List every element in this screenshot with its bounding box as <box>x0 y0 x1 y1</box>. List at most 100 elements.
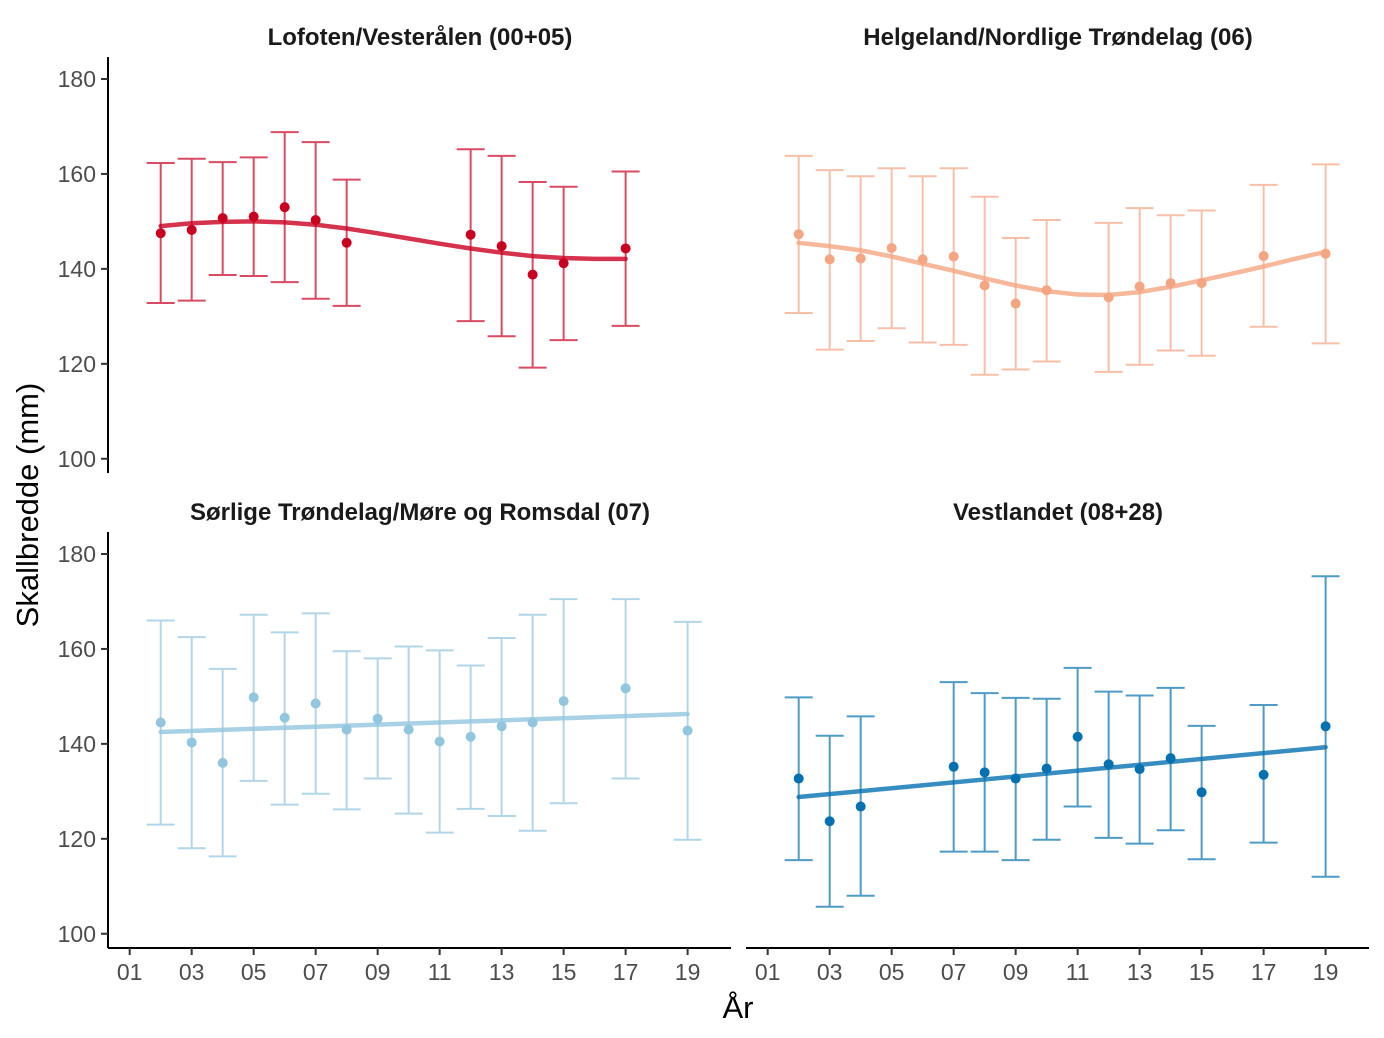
y-tick-label: 160 <box>58 636 96 662</box>
panel-1: Lofoten/Vesterålen (00+05) 100 120 140 160 18… <box>58 24 640 473</box>
x-tick-label: 13 <box>1127 959 1153 985</box>
data-point <box>496 241 507 252</box>
data-point <box>155 228 166 239</box>
data-point <box>403 724 414 735</box>
x-tick-label: 15 <box>551 959 577 985</box>
panel-3: Sørlige Trøndelag/Møre og Romsdal (07) 10… <box>58 499 731 985</box>
data-point <box>341 237 352 248</box>
data-point <box>855 253 866 264</box>
data-point <box>217 213 228 224</box>
data-point <box>186 737 197 748</box>
x-tick-label: 01 <box>117 959 143 985</box>
x-tick-label: 17 <box>613 959 639 985</box>
data-point <box>1072 731 1083 742</box>
data-point <box>279 712 290 723</box>
data-point <box>948 761 959 772</box>
data-point <box>1010 773 1021 784</box>
x-tick-label: 19 <box>675 959 701 985</box>
data-point <box>341 724 352 735</box>
data-point <box>979 767 990 778</box>
y-tick-label: 140 <box>58 731 96 757</box>
trend-line <box>158 711 690 735</box>
x-tick-label: 09 <box>365 959 391 985</box>
data-point <box>824 816 835 827</box>
y-tick-label: 120 <box>58 826 96 852</box>
data-point <box>1134 764 1145 775</box>
data-point <box>1103 292 1114 303</box>
data-point <box>824 254 835 265</box>
data-point <box>620 683 631 694</box>
data-point <box>917 254 928 265</box>
data-point <box>1103 759 1114 770</box>
data-point <box>620 243 631 254</box>
data-point <box>217 757 228 768</box>
data-point <box>855 801 866 812</box>
data-point <box>527 269 538 280</box>
y-tick-label: 120 <box>58 351 96 377</box>
data-point <box>1165 278 1176 289</box>
data-point <box>527 717 538 728</box>
data-point <box>558 696 569 707</box>
panel-title: Helgeland/Nordlige Trøndelag (06) <box>863 24 1252 51</box>
data-point <box>310 214 321 225</box>
panel-4: Vestlandet (08+28) 01 03 05 07 09 11 13 15 17 19 <box>746 499 1369 985</box>
data-point <box>155 717 166 728</box>
trend-line <box>796 240 1328 298</box>
data-point <box>1258 769 1269 780</box>
panel-title: Vestlandet (08+28) <box>953 499 1163 526</box>
x-tick-label: 09 <box>1003 959 1029 985</box>
x-tick-label: 13 <box>489 959 515 985</box>
data-point <box>1165 753 1176 764</box>
x-tick-label: 05 <box>879 959 905 985</box>
x-tick-label: 11 <box>428 959 452 985</box>
data-point <box>1320 721 1331 732</box>
data-point <box>948 251 959 262</box>
data-point <box>1041 285 1052 296</box>
data-point <box>248 692 259 703</box>
x-tick-label: 15 <box>1189 959 1215 985</box>
data-point <box>372 713 383 724</box>
data-point <box>496 721 507 732</box>
y-tick-label: 180 <box>58 66 96 92</box>
x-tick-label: 03 <box>817 959 843 985</box>
data-point <box>1134 281 1145 292</box>
x-axis-title: År <box>723 990 754 1025</box>
data-point <box>793 773 804 784</box>
x-tick-label: 07 <box>941 959 967 985</box>
x-tick-label: 17 <box>1251 959 1277 985</box>
x-tick-label: 05 <box>241 959 267 985</box>
data-point <box>979 280 990 291</box>
data-point <box>310 698 321 709</box>
panel-2: Helgeland/Nordlige Trøndelag (06) <box>784 24 1340 376</box>
data-point <box>682 725 693 736</box>
data-point <box>248 211 259 222</box>
y-tick-label: 100 <box>58 921 96 947</box>
data-point <box>1041 763 1052 774</box>
data-point <box>1196 787 1207 798</box>
data-point <box>793 229 804 240</box>
panel-title: Lofoten/Vesterålen (00+05) <box>268 24 573 51</box>
y-tick-label: 180 <box>58 541 96 567</box>
trend-line <box>158 219 628 262</box>
data-point <box>886 242 897 253</box>
x-tick-label: 11 <box>1066 959 1090 985</box>
y-tick-label: 140 <box>58 256 96 282</box>
data-point <box>1196 278 1207 289</box>
y-tick-label: 160 <box>58 161 96 187</box>
data-point <box>465 731 476 742</box>
data-point <box>1258 251 1269 262</box>
data-point <box>186 224 197 235</box>
x-tick-label: 07 <box>303 959 329 985</box>
panel-title: Sørlige Trøndelag/Møre og Romsdal (07) <box>190 499 650 526</box>
y-axis-title: Skallbredde (mm) <box>10 383 45 628</box>
data-point <box>1010 298 1021 309</box>
x-tick-label: 19 <box>1313 959 1339 985</box>
y-tick-label: 100 <box>58 446 96 472</box>
data-point <box>465 229 476 240</box>
data-point <box>279 202 290 213</box>
trend-line <box>796 744 1328 800</box>
x-tick-label: 01 <box>755 959 781 985</box>
data-point <box>1320 248 1331 259</box>
data-point <box>434 736 445 747</box>
